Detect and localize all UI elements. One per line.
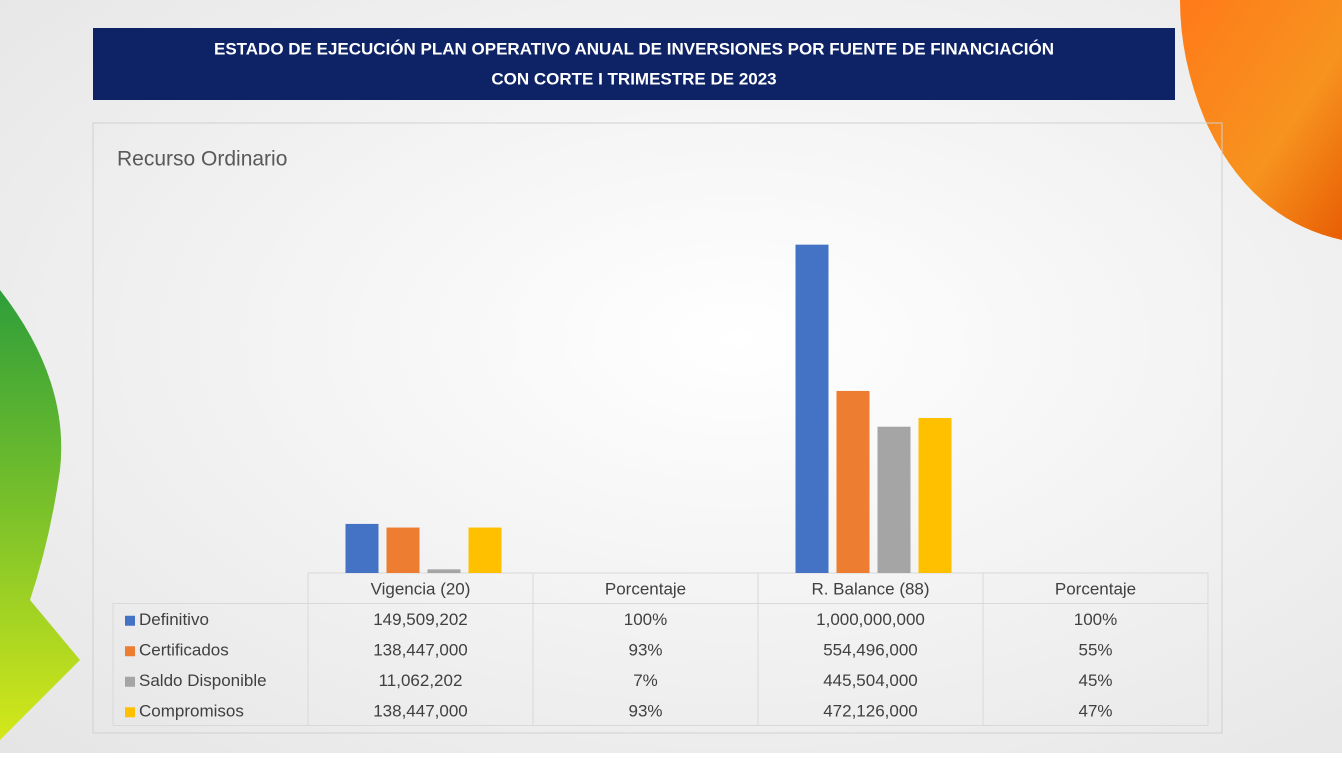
table-cell: 138,447,000 [373,702,468,721]
legend-label: Certificados [139,641,229,660]
bar [919,418,952,573]
table-cell: 47% [1078,702,1112,721]
table-cell: 45% [1078,671,1112,690]
table-cell: 472,126,000 [823,702,918,721]
x-tick-label: R. Balance (88) [811,580,929,599]
legend-label: Saldo Disponible [139,671,267,690]
bar [387,528,420,573]
legend-swatch [125,646,135,656]
bar [469,528,502,573]
x-tick-label: Porcentaje [605,580,686,599]
legend-swatch [125,616,135,626]
bar [428,569,461,573]
table-cell: 100% [624,610,667,629]
table-cell: 55% [1078,641,1112,660]
table-cell: 100% [1074,610,1117,629]
table-cell: 138,447,000 [373,641,468,660]
page-title: ESTADO DE EJECUCIÓN PLAN OPERATIVO ANUAL… [214,39,1054,58]
bar [878,427,911,573]
table-cell: 93% [628,641,662,660]
table-cell: 11,062,202 [379,671,463,690]
legend-label: Definitivo [139,610,209,629]
legend-swatch [125,707,135,717]
legend-swatch [125,677,135,687]
page: ESTADO DE EJECUCIÓN PLAN OPERATIVO ANUAL… [0,0,1342,753]
x-tick-label: Vigencia (20) [371,580,471,599]
table-cell: 1,000,000,000 [816,610,925,629]
bar [837,391,870,573]
table-cell: 7% [633,671,658,690]
chart-title: Recurso Ordinario [117,148,287,171]
page-title: CON CORTE I TRIMESTRE DE 2023 [491,69,776,88]
table-cell: 149,509,202 [373,610,468,629]
table-cell: 93% [628,702,662,721]
bar [346,524,379,573]
x-tick-label: Porcentaje [1055,580,1136,599]
table-cell: 554,496,000 [823,641,918,660]
legend-label: Compromisos [139,702,244,721]
table-cell: 445,504,000 [823,671,918,690]
bar [796,245,829,573]
